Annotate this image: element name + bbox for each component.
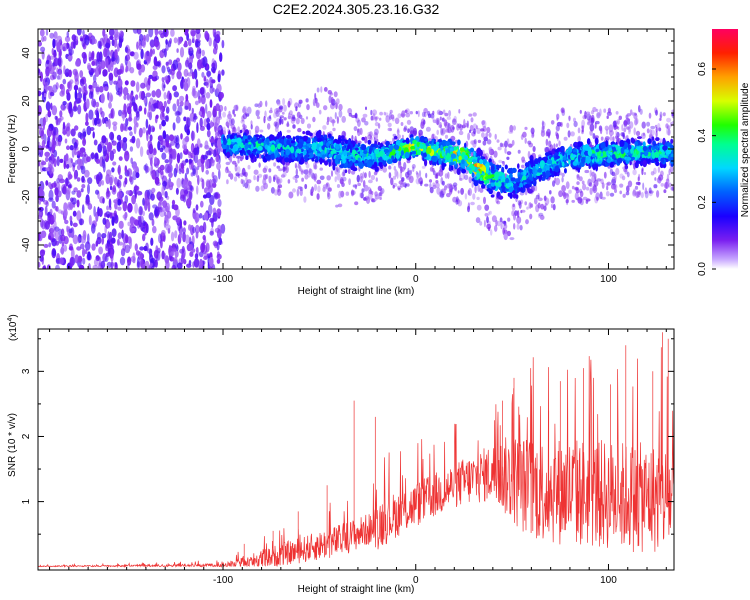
bottom-y-axis-ticks: 1 2 3 — [21, 338, 674, 535]
top-y-tick-label: 20 — [21, 95, 32, 107]
colorbar-tick-label: 0.0 — [697, 262, 708, 276]
top-y-axis-ticks: -40 -20 0 20 40 — [21, 40, 674, 258]
bottom-y-tick-label: 2 — [21, 433, 32, 439]
colorbar-tick-label: 0.2 — [697, 195, 708, 209]
bottom-y-axis-label: SNR (10 * v/v) — [7, 413, 18, 477]
y-multiplier-label: (x104) — [7, 314, 19, 341]
colorbar-ticks: 0.0 0.2 0.4 0.6 — [697, 62, 716, 276]
top-x-axis-label: Height of straight line (km) — [298, 286, 415, 297]
top-x-tick-label: 0 — [413, 274, 419, 285]
bottom-y-tick-label: 3 — [21, 368, 32, 374]
bottom-y-tick-label: 1 — [21, 498, 32, 504]
spectrogram-panel: -100 0 100 -40 -20 0 20 40 Height of straight … — [7, 28, 750, 297]
y-multiplier-exponent: 4 — [7, 318, 14, 322]
colorbar-label: Normalized spectral amplitude — [740, 82, 750, 217]
colorbar-tick-label: 0.4 — [697, 128, 708, 142]
bottom-x-tick-label: -100 — [213, 575, 233, 586]
chart-title: C2E2.2024.305.23.16.G32 — [273, 1, 440, 17]
top-y-tick-label: -20 — [21, 189, 32, 204]
spectrogram-heatmap — [38, 29, 674, 269]
colorbar-tick-label: 0.6 — [697, 62, 708, 76]
top-x-axis-ticks: -100 0 100 — [49, 29, 667, 285]
top-y-tick-label: 40 — [21, 47, 32, 59]
top-y-axis-label: Frequency (Hz) — [7, 115, 18, 184]
top-y-tick-label: -40 — [21, 237, 32, 252]
y-multiplier-close: ) — [8, 314, 19, 317]
top-x-tick-label: 100 — [600, 274, 617, 285]
snr-series-line — [38, 332, 674, 569]
bottom-x-axis-label: Height of straight line (km) — [298, 584, 415, 595]
bottom-x-axis-ticks: -100 0 100 — [49, 329, 667, 586]
bottom-x-tick-label: 0 — [413, 575, 419, 586]
snr-panel: -100 0 100 1 2 3 Height of straight line (km… — [7, 314, 675, 595]
top-y-tick-label: 0 — [21, 146, 32, 152]
top-x-tick-label: -100 — [213, 274, 233, 285]
bottom-x-tick-label: 100 — [600, 575, 617, 586]
y-multiplier-text: (x10 — [8, 321, 19, 341]
bottom-plot-frame — [37, 328, 675, 571]
colorbar — [712, 29, 738, 269]
